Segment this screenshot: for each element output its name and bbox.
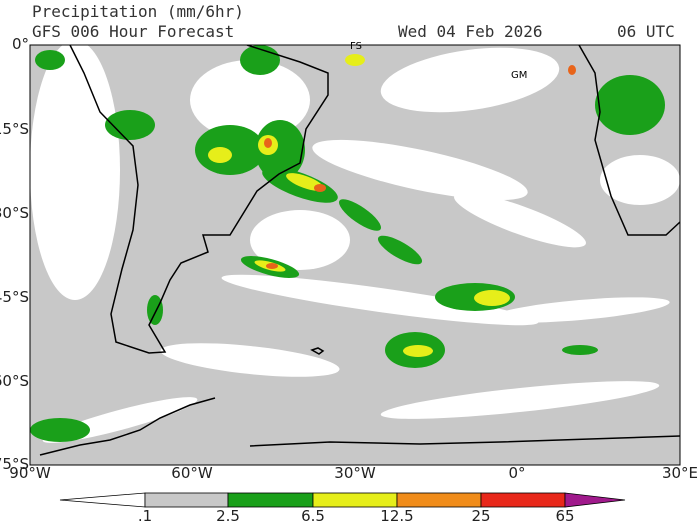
colorbar-labels: .1 2.5 6.5 12.5 25 65 bbox=[138, 507, 575, 525]
colorbar-label: 25 bbox=[471, 507, 490, 525]
subtitle: GFS 006 Hour Forecast bbox=[32, 22, 234, 41]
lon-label: 30°E bbox=[662, 464, 698, 482]
lon-labels: 90°W 60°W 30°W 0° 30°E bbox=[9, 464, 698, 482]
lon-label: 60°W bbox=[171, 464, 213, 482]
colorbar-label: 65 bbox=[555, 507, 574, 525]
lon-label: 30°W bbox=[334, 464, 376, 482]
lon-label: 0° bbox=[508, 464, 525, 482]
lat-label: 75°S bbox=[0, 455, 29, 473]
map-frame bbox=[29, 44, 681, 466]
colorbar-label: 12.5 bbox=[380, 507, 413, 525]
date: Wed 04 Feb 2026 bbox=[398, 22, 543, 41]
map-field bbox=[30, 45, 680, 465]
lat-label: 30°S bbox=[0, 204, 29, 222]
lon-label: 90°W bbox=[9, 464, 51, 482]
place-label: FS bbox=[350, 41, 362, 52]
lat-labels: 0° 15°S 30°S 45°S 60°S 75°S bbox=[0, 35, 29, 473]
place-label: GM bbox=[511, 70, 527, 81]
colorbar-label: 6.5 bbox=[301, 507, 325, 525]
colorbar-label: 2.5 bbox=[216, 507, 240, 525]
precip bbox=[30, 45, 665, 442]
colorbar bbox=[59, 492, 626, 508]
lat-label: 15°S bbox=[0, 120, 29, 138]
coastlines bbox=[39, 45, 680, 456]
time: 06 UTC bbox=[617, 22, 675, 41]
lat-label: 45°S bbox=[0, 288, 29, 306]
title: Precipitation (mm/6hr) bbox=[32, 2, 244, 21]
colorbar-label: .1 bbox=[138, 507, 152, 525]
lat-label: 60°S bbox=[0, 372, 29, 390]
lat-label: 0° bbox=[12, 35, 29, 53]
